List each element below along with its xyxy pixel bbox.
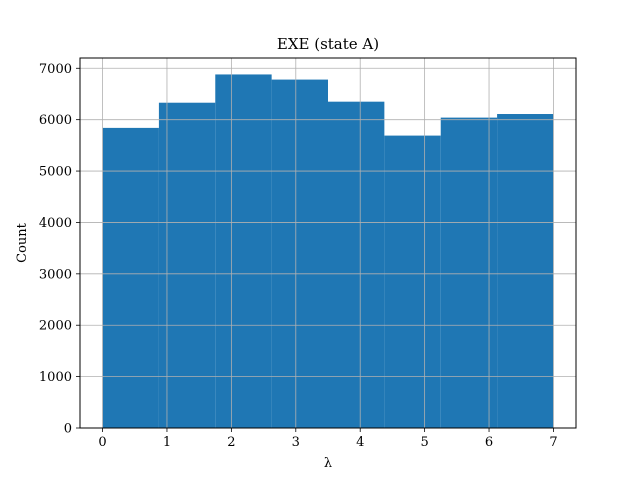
y-tick-label-2: 2000 <box>39 319 72 334</box>
plot-frame <box>79 57 577 429</box>
histogram-bar-4 <box>328 101 385 429</box>
x-tick-label-4: 4 <box>356 435 364 450</box>
y-axis-label: Count <box>15 222 30 263</box>
y-tick-label-3: 3000 <box>39 267 72 282</box>
histogram-bar-2 <box>215 74 272 428</box>
y-axis-ticks: 0 1000 2000 3000 4000 5000 6000 7000 <box>39 62 80 437</box>
x-axis-label: λ <box>324 456 332 471</box>
y-tick-label-1: 1000 <box>39 370 72 385</box>
x-tick-label-0: 0 <box>98 435 106 450</box>
x-tick-label-6: 6 <box>485 435 493 450</box>
histogram-bar-6 <box>440 117 498 428</box>
histogram-bar-5 <box>384 135 441 428</box>
bars-layer <box>102 74 554 429</box>
grid-lines <box>80 58 576 429</box>
x-tick-label-5: 5 <box>420 435 428 450</box>
x-axis-ticks: 0 1 2 3 4 5 6 7 <box>98 428 558 450</box>
y-tick-label-5: 5000 <box>39 165 72 180</box>
x-tick-label-7: 7 <box>549 435 557 450</box>
histogram-bar-3 <box>271 79 328 428</box>
x-tick-label-1: 1 <box>163 435 171 450</box>
x-tick-label-2: 2 <box>227 435 235 450</box>
histogram-bar-1 <box>158 102 216 428</box>
histogram-bar-0 <box>102 127 159 428</box>
histogram-bar-7 <box>497 114 554 428</box>
chart-title: EXE (state A) <box>277 35 379 53</box>
y-tick-label-6: 6000 <box>39 113 72 128</box>
y-tick-label-7: 7000 <box>39 62 72 77</box>
x-tick-label-3: 3 <box>292 435 300 450</box>
y-tick-label-4: 4000 <box>39 216 72 231</box>
y-tick-label-0: 0 <box>64 422 72 437</box>
